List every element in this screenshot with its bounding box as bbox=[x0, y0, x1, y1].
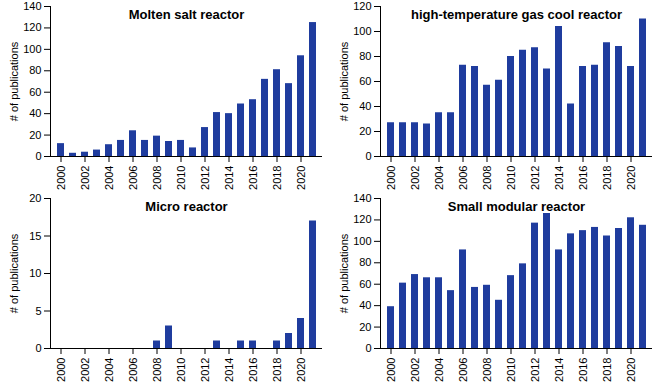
svg-text:2020: 2020 bbox=[295, 358, 307, 382]
svg-text:2000: 2000 bbox=[385, 166, 397, 190]
svg-text:2014: 2014 bbox=[553, 358, 565, 382]
svg-text:0: 0 bbox=[365, 342, 371, 354]
svg-text:80: 80 bbox=[359, 256, 371, 268]
svg-text:2014: 2014 bbox=[223, 358, 235, 382]
svg-text:# of publications: # of publications bbox=[8, 41, 20, 121]
svg-text:high-temperature gas cool reac: high-temperature gas cool reactor bbox=[411, 7, 622, 22]
svg-text:120: 120 bbox=[353, 213, 371, 225]
svg-text:10: 10 bbox=[29, 267, 41, 279]
svg-text:2012: 2012 bbox=[199, 166, 211, 190]
svg-text:2008: 2008 bbox=[151, 358, 163, 382]
svg-text:2010: 2010 bbox=[175, 358, 187, 382]
svg-text:60: 60 bbox=[29, 86, 41, 98]
svg-text:2016: 2016 bbox=[577, 358, 589, 382]
svg-text:2000: 2000 bbox=[385, 358, 397, 382]
svg-text:2002: 2002 bbox=[409, 166, 421, 190]
svg-text:2006: 2006 bbox=[457, 166, 469, 190]
svg-text:20: 20 bbox=[29, 192, 41, 204]
svg-text:2012: 2012 bbox=[199, 358, 211, 382]
svg-text:2012: 2012 bbox=[529, 166, 541, 190]
svg-text:140: 140 bbox=[23, 0, 41, 12]
svg-text:2020: 2020 bbox=[625, 358, 637, 382]
svg-text:20: 20 bbox=[359, 125, 371, 137]
svg-text:120: 120 bbox=[353, 0, 371, 12]
svg-text:2014: 2014 bbox=[223, 166, 235, 190]
svg-text:60: 60 bbox=[359, 278, 371, 290]
svg-text:Small modular reactor: Small modular reactor bbox=[448, 199, 585, 214]
svg-text:2002: 2002 bbox=[409, 358, 421, 382]
svg-text:100: 100 bbox=[353, 235, 371, 247]
svg-text:60: 60 bbox=[359, 75, 371, 87]
svg-text:2010: 2010 bbox=[175, 166, 187, 190]
svg-text:2008: 2008 bbox=[481, 358, 493, 382]
svg-text:2002: 2002 bbox=[79, 166, 91, 190]
svg-text:5: 5 bbox=[35, 305, 41, 317]
svg-text:80: 80 bbox=[359, 50, 371, 62]
svg-text:2016: 2016 bbox=[247, 166, 259, 190]
svg-text:2012: 2012 bbox=[529, 358, 541, 382]
svg-text:Micro reactor: Micro reactor bbox=[145, 199, 227, 214]
svg-text:2020: 2020 bbox=[625, 166, 637, 190]
svg-text:120: 120 bbox=[23, 21, 41, 33]
svg-text:2000: 2000 bbox=[55, 358, 67, 382]
svg-text:2000: 2000 bbox=[55, 166, 67, 190]
svg-text:2002: 2002 bbox=[79, 358, 91, 382]
svg-text:40: 40 bbox=[359, 299, 371, 311]
svg-text:100: 100 bbox=[353, 25, 371, 37]
svg-text:0: 0 bbox=[35, 342, 41, 354]
svg-text:2018: 2018 bbox=[271, 358, 283, 382]
svg-text:2008: 2008 bbox=[151, 166, 163, 190]
svg-text:100: 100 bbox=[23, 43, 41, 55]
svg-text:2014: 2014 bbox=[553, 166, 565, 190]
svg-text:2018: 2018 bbox=[601, 358, 613, 382]
svg-text:2016: 2016 bbox=[247, 358, 259, 382]
svg-text:Molten salt reactor: Molten salt reactor bbox=[129, 7, 245, 22]
svg-text:2006: 2006 bbox=[127, 358, 139, 382]
svg-text:20: 20 bbox=[29, 129, 41, 141]
svg-text:15: 15 bbox=[29, 230, 41, 242]
svg-text:2016: 2016 bbox=[577, 166, 589, 190]
svg-text:2004: 2004 bbox=[103, 166, 115, 190]
svg-text:40: 40 bbox=[29, 107, 41, 119]
svg-text:# of publications: # of publications bbox=[8, 233, 20, 313]
svg-text:# of publications: # of publications bbox=[338, 233, 350, 313]
svg-text:2004: 2004 bbox=[103, 358, 115, 382]
svg-text:2006: 2006 bbox=[127, 166, 139, 190]
svg-text:2008: 2008 bbox=[481, 166, 493, 190]
svg-text:2004: 2004 bbox=[433, 166, 445, 190]
svg-text:80: 80 bbox=[29, 64, 41, 76]
svg-text:2018: 2018 bbox=[601, 166, 613, 190]
svg-text:20: 20 bbox=[359, 321, 371, 333]
svg-text:0: 0 bbox=[365, 150, 371, 162]
svg-text:2004: 2004 bbox=[433, 358, 445, 382]
svg-text:140: 140 bbox=[353, 192, 371, 204]
svg-text:# of publications: # of publications bbox=[338, 41, 350, 121]
svg-text:2006: 2006 bbox=[457, 358, 469, 382]
svg-text:2018: 2018 bbox=[271, 166, 283, 190]
svg-text:40: 40 bbox=[359, 100, 371, 112]
svg-text:0: 0 bbox=[35, 150, 41, 162]
svg-text:2010: 2010 bbox=[505, 166, 517, 190]
svg-text:2020: 2020 bbox=[295, 166, 307, 190]
svg-text:2010: 2010 bbox=[505, 358, 517, 382]
